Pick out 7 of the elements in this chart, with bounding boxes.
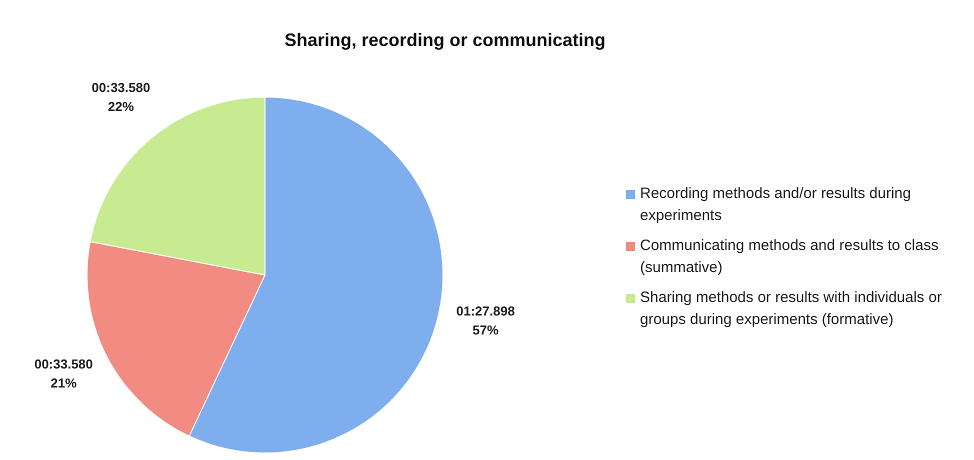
data-label: 01:27.898 57% xyxy=(456,303,515,338)
chart-title: Sharing, recording or communicating xyxy=(283,30,607,51)
legend-label: Communicating methods and results to class (summative) xyxy=(640,236,940,278)
data-label: 00:33.580 21% xyxy=(34,356,93,391)
legend-label: Recording methods and/or results during experiments xyxy=(640,184,912,226)
data-label: 00:33.580 22% xyxy=(92,80,150,114)
legend-label: Sharing methods or results with individuals or groups during experiments (formative) xyxy=(640,288,943,330)
